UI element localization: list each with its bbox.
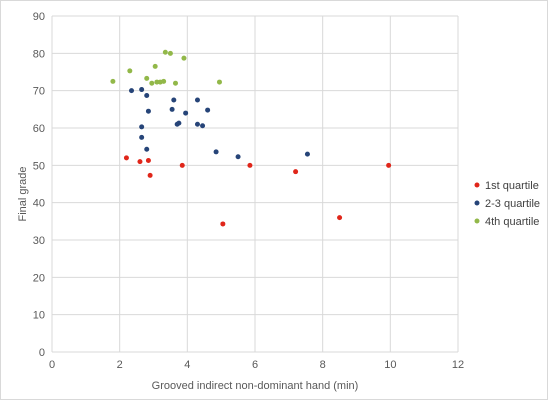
data-point <box>139 124 145 130</box>
data-point <box>213 149 219 155</box>
x-tick-label: 10 <box>384 359 396 371</box>
data-point <box>304 151 310 157</box>
y-tick-label: 10 <box>33 310 45 322</box>
data-point <box>152 63 158 69</box>
x-tick-label: 2 <box>117 359 123 371</box>
x-axis-title: Grooved indirect non-dominant hand (min) <box>152 380 359 392</box>
data-point <box>194 97 200 103</box>
data-point <box>235 154 241 160</box>
data-point <box>169 106 175 112</box>
data-point <box>139 134 145 140</box>
legend-label: 4th quartile <box>485 216 539 228</box>
y-axis-title: Final grade <box>17 166 29 221</box>
data-point <box>247 162 253 168</box>
data-points <box>110 49 392 227</box>
data-point <box>194 121 200 127</box>
data-point <box>129 88 135 94</box>
data-point <box>110 78 116 84</box>
data-point <box>167 50 173 56</box>
data-point <box>181 55 187 61</box>
data-point <box>123 155 129 161</box>
legend-marker <box>474 218 480 224</box>
data-point <box>337 215 343 221</box>
data-point <box>200 123 206 129</box>
x-tick-label: 0 <box>49 359 55 371</box>
y-tick-label: 80 <box>33 48 45 60</box>
y-tick-label: 20 <box>33 272 45 284</box>
data-point <box>149 80 155 86</box>
data-point <box>137 159 143 165</box>
data-point <box>205 107 211 113</box>
data-point <box>139 87 145 93</box>
y-tick-label: 0 <box>39 347 45 359</box>
legend-marker <box>474 182 480 188</box>
x-tick-label: 8 <box>320 359 326 371</box>
data-point <box>179 162 185 168</box>
data-point <box>172 80 178 86</box>
data-point <box>145 108 151 114</box>
y-axis-ticks: 0 10 20 30 40 50 60 70 80 90 <box>33 11 45 359</box>
legend-marker <box>474 200 480 206</box>
x-axis-ticks: 0 2 4 6 8 10 12 <box>49 359 464 371</box>
data-point <box>176 120 182 126</box>
data-point <box>220 221 226 227</box>
x-tick-label: 4 <box>184 359 190 371</box>
x-tick-label: 6 <box>252 359 258 371</box>
data-point <box>144 93 150 99</box>
data-point <box>144 146 150 152</box>
data-point <box>216 79 222 85</box>
data-point <box>127 68 133 74</box>
y-tick-label: 90 <box>33 11 45 23</box>
data-point <box>162 49 168 55</box>
data-point <box>147 172 153 178</box>
y-tick-label: 50 <box>33 160 45 172</box>
data-point <box>183 110 189 116</box>
y-tick-label: 60 <box>33 123 45 135</box>
legend-label: 2-3 quartile <box>485 198 540 210</box>
y-tick-label: 40 <box>33 198 45 210</box>
y-tick-label: 30 <box>33 235 45 247</box>
data-point <box>171 97 177 103</box>
data-point <box>145 157 151 163</box>
gridlines <box>51 15 459 353</box>
data-point <box>144 75 150 81</box>
legend-label: 1st quartile <box>485 180 539 192</box>
y-tick-label: 70 <box>33 86 45 98</box>
data-point <box>293 169 299 175</box>
data-point <box>386 162 392 168</box>
legend: 1st quartile 2-3 quartile 4th quartile <box>474 180 540 228</box>
data-point <box>161 78 167 84</box>
x-tick-label: 12 <box>452 359 464 371</box>
